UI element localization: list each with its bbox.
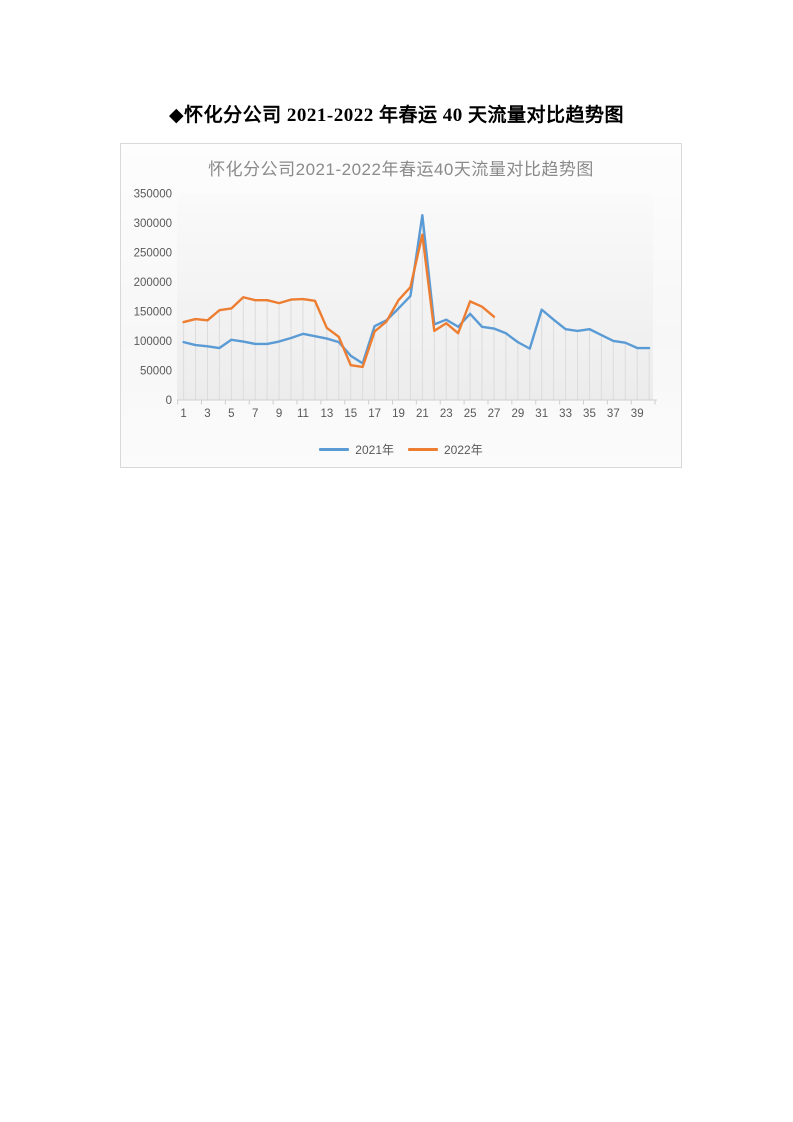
x-tick-label: 7	[252, 408, 258, 420]
x-tick-label: 35	[583, 408, 596, 420]
chart-plot: 0 50000 100000 150000 200000 250000 300000 3500…	[134, 188, 657, 420]
chart-title: 怀化分公司2021-2022年春运40天流量对比趋势图	[208, 160, 594, 179]
x-tick-label: 23	[440, 408, 453, 420]
x-tick-label: 1	[180, 408, 186, 420]
y-tick-label: 250000	[134, 247, 172, 259]
x-tick-label: 3	[204, 408, 210, 420]
legend-item-2022: 2022年	[408, 441, 483, 458]
x-tick-label: 27	[488, 408, 501, 420]
legend-label: 2021年	[355, 443, 394, 457]
x-tick-label: 15	[344, 408, 357, 420]
x-tick-label: 39	[631, 408, 644, 420]
x-tick-label: 9	[276, 408, 282, 420]
x-tick-label: 29	[511, 408, 524, 420]
chart-area: 0 50000 100000 150000 200000 250000 300000 3500…	[120, 143, 682, 468]
legend-label: 2022年	[444, 443, 483, 457]
document-title: ◆怀化分公司 2021-2022 年春运 40 天流量对比趋势图	[169, 105, 624, 126]
x-tick-label: 5	[228, 408, 234, 420]
y-tick-label: 100000	[134, 336, 172, 348]
x-tick-label: 33	[559, 408, 572, 420]
y-tick-label: 350000	[134, 188, 172, 200]
x-tick-label: 25	[464, 408, 477, 420]
x-tick-label: 21	[416, 408, 429, 420]
y-tick-label: 0	[166, 395, 172, 407]
x-tick-label: 37	[607, 408, 620, 420]
plot-background	[177, 193, 653, 400]
y-tick-label: 200000	[134, 277, 172, 289]
x-tick-label: 13	[320, 408, 333, 420]
x-tick-label: 19	[392, 408, 405, 420]
x-tick-label: 31	[535, 408, 548, 420]
legend-item-2021: 2021年	[319, 441, 394, 458]
y-tick-label: 300000	[134, 218, 172, 230]
legend-swatch-icon	[319, 448, 350, 451]
legend-swatch-icon	[408, 448, 438, 451]
y-tick-label: 150000	[134, 306, 172, 318]
series-line-2022	[182, 233, 496, 369]
x-tick-label: 11	[297, 408, 309, 420]
y-tick-label: 50000	[140, 365, 172, 377]
chart-legend: 2021年 2022年	[121, 441, 681, 458]
x-tick-label: 17	[368, 408, 381, 420]
